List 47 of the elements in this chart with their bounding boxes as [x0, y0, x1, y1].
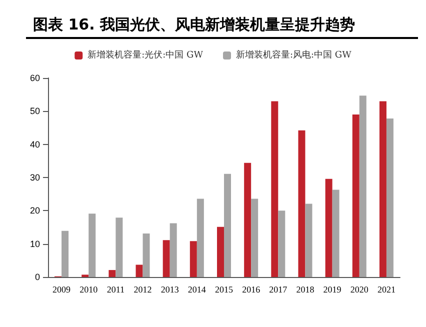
bar [190, 241, 197, 277]
y-tick-label: 10 [30, 238, 40, 249]
x-tick-label: 2013 [160, 284, 180, 294]
bar [325, 178, 332, 277]
bar [217, 226, 224, 277]
bar [352, 114, 360, 277]
y-tick-label: 60 [30, 73, 40, 83]
x-tick-label: 2011 [106, 284, 125, 294]
bar [271, 101, 278, 277]
x-tick-label: 2016 [242, 284, 261, 294]
x-tick-label: 2015 [215, 284, 234, 294]
x-tick-label: 2014 [188, 284, 206, 294]
legend-label: 新增装机容量:光伏:中国 GW [88, 50, 204, 60]
x-tick-label: 2009 [52, 284, 72, 294]
bar [386, 118, 394, 277]
x-tick-label: 2018 [296, 284, 315, 294]
legend-label: 新增装机容量:风电:中国 GW [236, 50, 352, 60]
x-tick-label: 2020 [350, 284, 369, 294]
bar [142, 234, 150, 277]
bar [196, 198, 204, 277]
x-tick-label: 2010 [80, 284, 98, 294]
bar [359, 96, 366, 277]
bar [62, 230, 69, 277]
bar [298, 130, 306, 277]
bar [136, 264, 143, 277]
x-tick-label: 2021 [377, 284, 396, 294]
x-tick-label: 2017 [269, 284, 288, 294]
bar [278, 210, 286, 277]
bar [244, 162, 252, 277]
bar [116, 218, 123, 277]
bar [162, 240, 170, 277]
bar [379, 101, 386, 277]
bar [332, 190, 340, 277]
chart-title: 图表 16. 我国光伏、风电新增装机量呈提升趋势 [33, 16, 356, 34]
bar [88, 214, 96, 277]
y-tick-label: 20 [30, 206, 40, 216]
y-tick-label: 0 [34, 272, 40, 282]
bar [251, 198, 258, 277]
bar [108, 270, 116, 277]
x-tick-label: 2019 [323, 284, 342, 294]
bar [170, 223, 177, 277]
bar [305, 204, 312, 277]
y-tick-label: 50 [30, 106, 40, 116]
x-tick-label: 2012 [134, 284, 152, 294]
y-tick-label: 30 [30, 172, 40, 182]
bar [224, 174, 231, 277]
y-tick-label: 40 [30, 139, 40, 150]
